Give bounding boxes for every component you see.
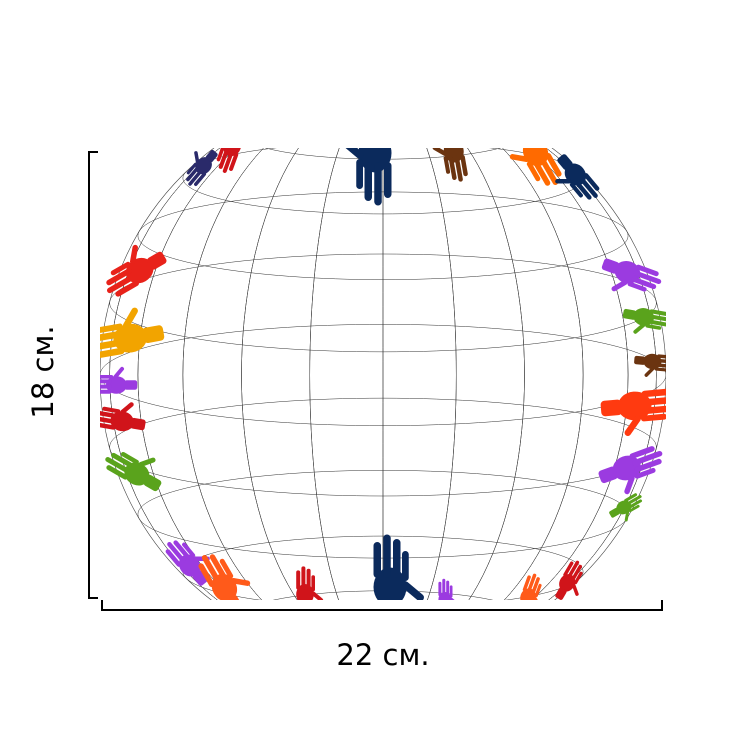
meridian [309, 148, 457, 600]
parallel [109, 253, 657, 353]
meridian [137, 148, 629, 600]
parallel [310, 93, 456, 119]
width-dimension [101, 600, 663, 611]
meridian [182, 148, 584, 600]
parallel [109, 397, 657, 497]
parallel [100, 324, 666, 426]
height-label: 18 см. [26, 325, 60, 418]
height-dimension [88, 151, 98, 599]
parallel [137, 191, 629, 280]
globe [100, 93, 666, 600]
meridian [241, 148, 525, 600]
width-label: 22 см. [336, 638, 429, 672]
